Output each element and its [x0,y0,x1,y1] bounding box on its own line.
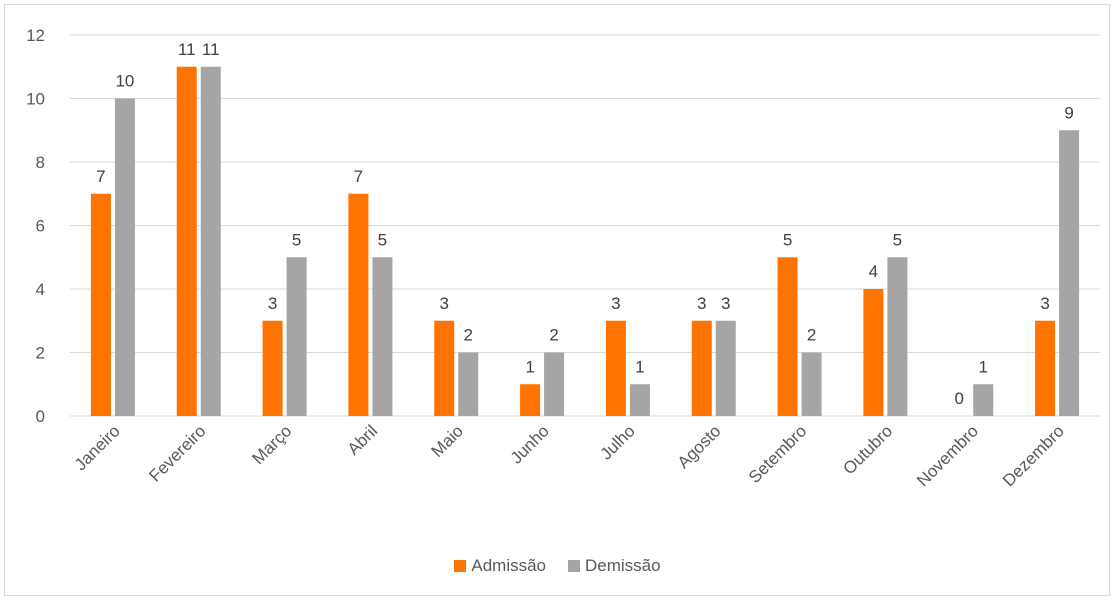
x-tick-label: Janeiro [71,421,124,474]
y-tick-label: 10 [26,90,45,109]
legend-label: Admissão [471,556,547,575]
data-label: 9 [1064,103,1073,122]
y-tick-label: 0 [36,407,45,426]
data-label: 5 [893,230,902,249]
y-tick-label: 4 [36,280,45,299]
bar-demissão [629,384,650,416]
bar-admissão [434,320,455,416]
bar-demissão [887,257,908,416]
bar-demissão [973,384,994,416]
x-tick-label: Outubro [839,421,896,478]
bar-admissão [90,193,111,416]
data-label: 3 [721,294,730,313]
legend-item: Admissão [454,556,546,576]
data-label: 1 [525,357,534,376]
data-label: 3 [611,294,620,313]
data-label: 3 [440,294,449,313]
x-tick-label: Novembro [913,421,982,490]
chart-legend: Admissão Demissão [0,556,1115,576]
bar-admissão [348,193,369,416]
x-tick-label: Agosto [674,421,725,472]
data-label: 0 [955,389,964,408]
y-tick-label: 2 [36,344,45,363]
bar-demissão [372,257,393,416]
x-tick-label: Março [249,421,296,468]
bar-admissão [520,384,541,416]
legend-item: Demissão [568,556,661,576]
data-label: 1 [635,357,644,376]
bar-demissão [544,352,565,416]
bar-admissão [863,289,884,416]
data-label: 5 [783,230,792,249]
data-label: 1 [979,357,988,376]
data-label: 4 [869,262,878,281]
data-label: 2 [807,326,816,345]
x-tick-label: Abril [344,421,381,458]
data-label: 11 [202,40,220,59]
bar-demissão [114,98,135,416]
data-label: 2 [464,326,473,345]
data-label: 3 [268,294,277,313]
x-tick-label: Junho [507,421,553,467]
bar-admissão [1035,320,1056,416]
bar-demissão [715,320,736,416]
x-tick-label: Dezembro [999,421,1068,490]
data-label: 11 [178,40,196,59]
legend-swatch [454,560,467,572]
data-label: 7 [96,167,105,186]
bar-demissão [458,352,479,416]
data-label: 3 [1040,294,1049,313]
x-tick-label: Maio [428,421,467,460]
bar-demissão [200,66,221,416]
y-tick-label: 12 [26,26,45,45]
data-label: 3 [697,294,706,313]
bar-admissão [605,320,626,416]
bar-admissão [262,320,283,416]
x-tick-label: Julho [597,421,639,463]
x-tick-label: Fevereiro [145,421,209,485]
data-label: 7 [354,167,363,186]
x-tick-label: Setembro [745,421,811,487]
y-tick-label: 8 [36,153,45,172]
bar-demissão [286,257,307,416]
legend-label: Demissão [585,556,661,575]
bar-admissão [777,257,798,416]
legend-swatch [568,560,581,572]
data-label: 2 [549,326,558,345]
bar-admissão [176,66,197,416]
bar-demissão [801,352,822,416]
data-label: 5 [378,230,387,249]
bar-admissão [691,320,712,416]
data-label: 10 [115,72,134,91]
bar-demissão [1059,130,1080,416]
data-label: 5 [292,230,301,249]
y-tick-label: 6 [36,217,45,236]
